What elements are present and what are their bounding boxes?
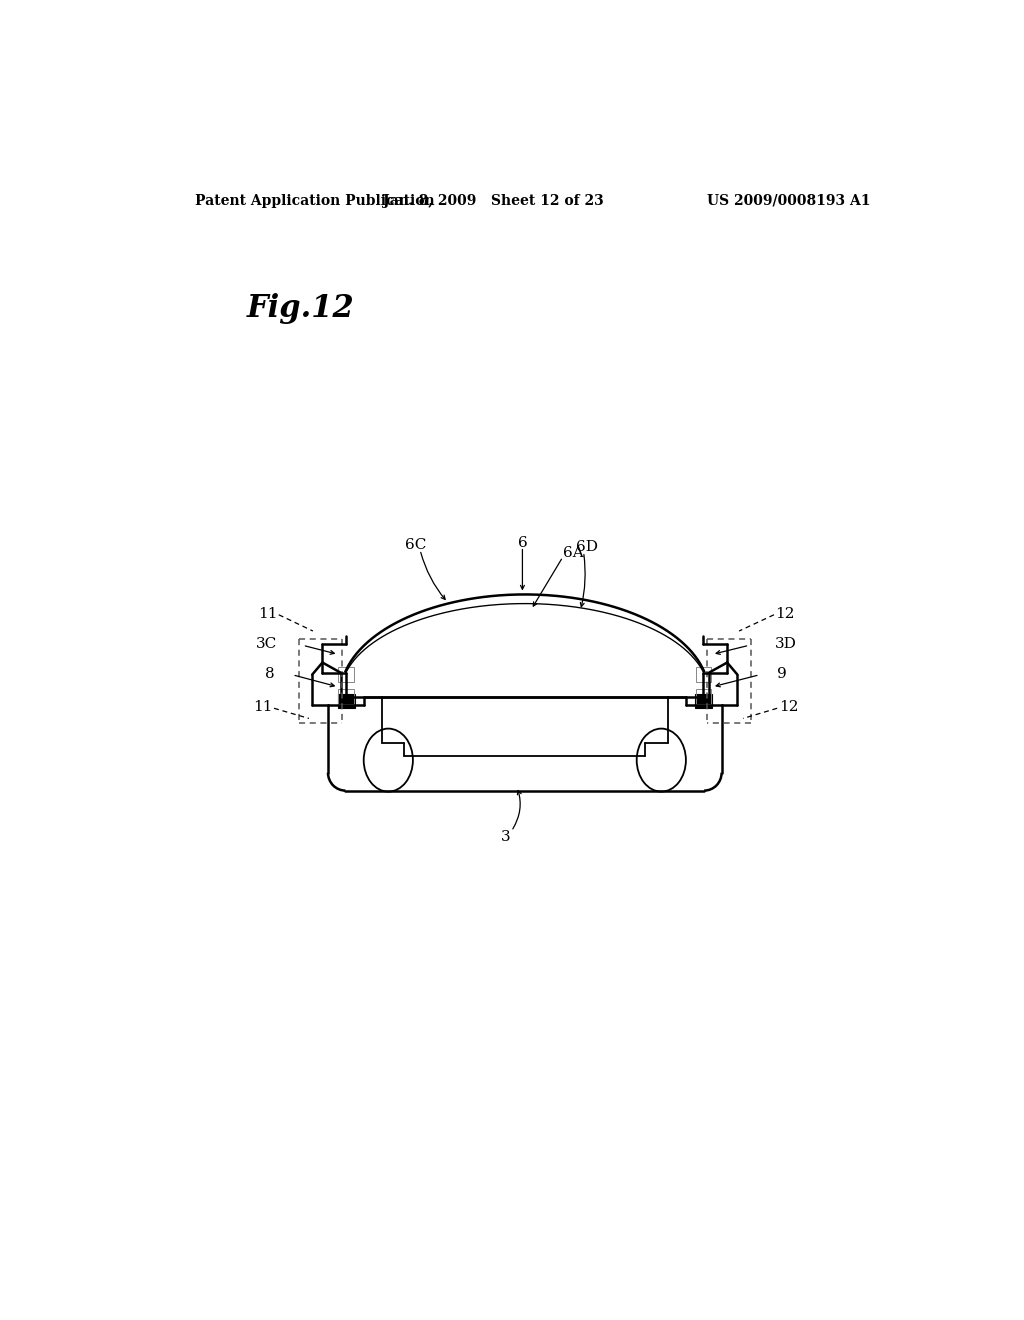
Text: 12: 12 [775,607,795,620]
Text: 6D: 6D [575,540,598,553]
Text: 3: 3 [501,830,511,845]
Bar [694,694,712,709]
Bar [338,667,354,682]
Text: 3D: 3D [775,638,797,651]
Bar [695,689,712,704]
Bar [338,694,355,709]
Text: Jan. 8, 2009   Sheet 12 of 23: Jan. 8, 2009 Sheet 12 of 23 [383,194,603,209]
Text: Fig.12: Fig.12 [247,293,354,323]
Text: Patent Application Publication: Patent Application Publication [196,194,435,209]
Text: 12: 12 [778,700,799,714]
Text: 3C: 3C [256,638,278,651]
Text: 6C: 6C [406,537,427,552]
Text: 6: 6 [517,536,527,549]
Bar [695,667,712,682]
Text: US 2009/0008193 A1: US 2009/0008193 A1 [707,194,870,209]
Text: 11: 11 [258,607,278,620]
Text: 8: 8 [265,667,274,681]
Text: 11: 11 [253,700,272,714]
Text: 9: 9 [777,667,786,681]
Text: 6A: 6A [563,545,584,560]
Bar [338,689,354,704]
